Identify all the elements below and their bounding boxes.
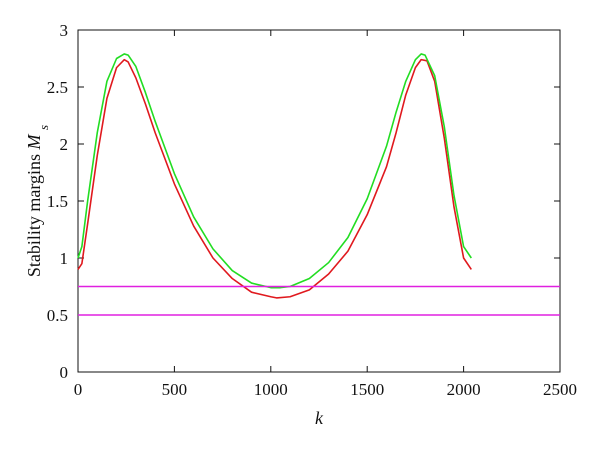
x-tick-label: 2500 [543,380,577,399]
plot-frame [77,29,561,373]
y-axis-label: Stability margins M s [24,125,51,277]
y-tick-label: 2.5 [47,78,68,97]
y-tick-label: 2 [60,135,69,154]
x-tick-label: 1000 [254,380,288,399]
y-axis-label-subscript: s [36,125,51,130]
x-axis-label: k [315,408,324,428]
series-layer [77,53,560,316]
tick-labels: 0 500 1000 1500 2000 2500 0 0.5 1 1.5 2 2.5 3 [47,21,577,399]
x-tick-label: 500 [162,380,188,399]
series-line-2 [77,53,472,289]
series-line-1 [77,58,472,299]
x-tick-label: 1500 [350,380,384,399]
x-tick-label: 0 [74,380,83,399]
y-tick-label: 0 [60,363,69,382]
y-axis-label-text: Stability margins [24,154,44,277]
plot-area-border [77,29,561,373]
axis-ticks [77,29,561,373]
y-axis-label-symbol: M [24,133,44,150]
y-tick-label: 3 [60,21,69,40]
x-tick-label: 2000 [447,380,481,399]
y-tick-label: 0.5 [47,306,68,325]
y-tick-label: 1 [60,249,69,268]
y-tick-label: 1.5 [47,192,68,211]
